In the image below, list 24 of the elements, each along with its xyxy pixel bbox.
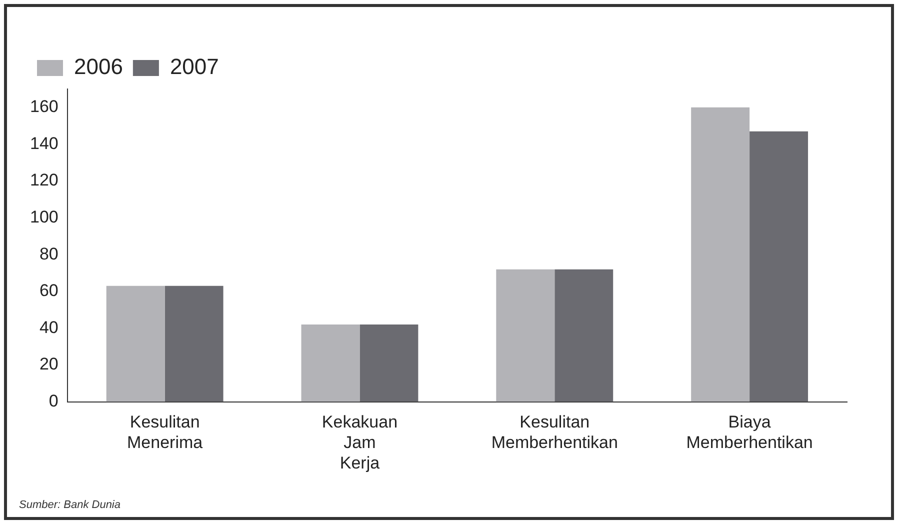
y-tick-label: 80 [39, 244, 58, 264]
bar [106, 286, 165, 402]
x-tick-label: Kesulitan Menerima [127, 412, 204, 452]
y-tick-label: 60 [39, 281, 58, 300]
bar [164, 286, 224, 402]
bar [750, 131, 808, 402]
y-tick-label: 20 [39, 354, 58, 374]
bar [360, 324, 418, 402]
legend-label: 2007 [170, 54, 219, 80]
y-tick-label: 0 [48, 391, 58, 410]
bar [554, 269, 614, 402]
y-tick-label: 100 [30, 207, 58, 226]
y-tick-label: 160 [30, 97, 58, 116]
text: Sumber: Bank Dunia [19, 499, 120, 511]
y-tick-label: 140 [30, 134, 58, 153]
y-tick-label: 120 [30, 170, 58, 190]
x-tick-label: Kesulitan Memberhentikan [491, 412, 618, 452]
legend-label: 2006 [74, 54, 123, 80]
x-tick-label: Kekakuan Jam Kerja [322, 412, 398, 472]
x-tick-label: Biaya Memberhentikan [686, 412, 813, 452]
bar [496, 269, 555, 402]
y-tick-label: 40 [39, 318, 58, 337]
bar [691, 107, 750, 402]
bar [301, 324, 360, 402]
